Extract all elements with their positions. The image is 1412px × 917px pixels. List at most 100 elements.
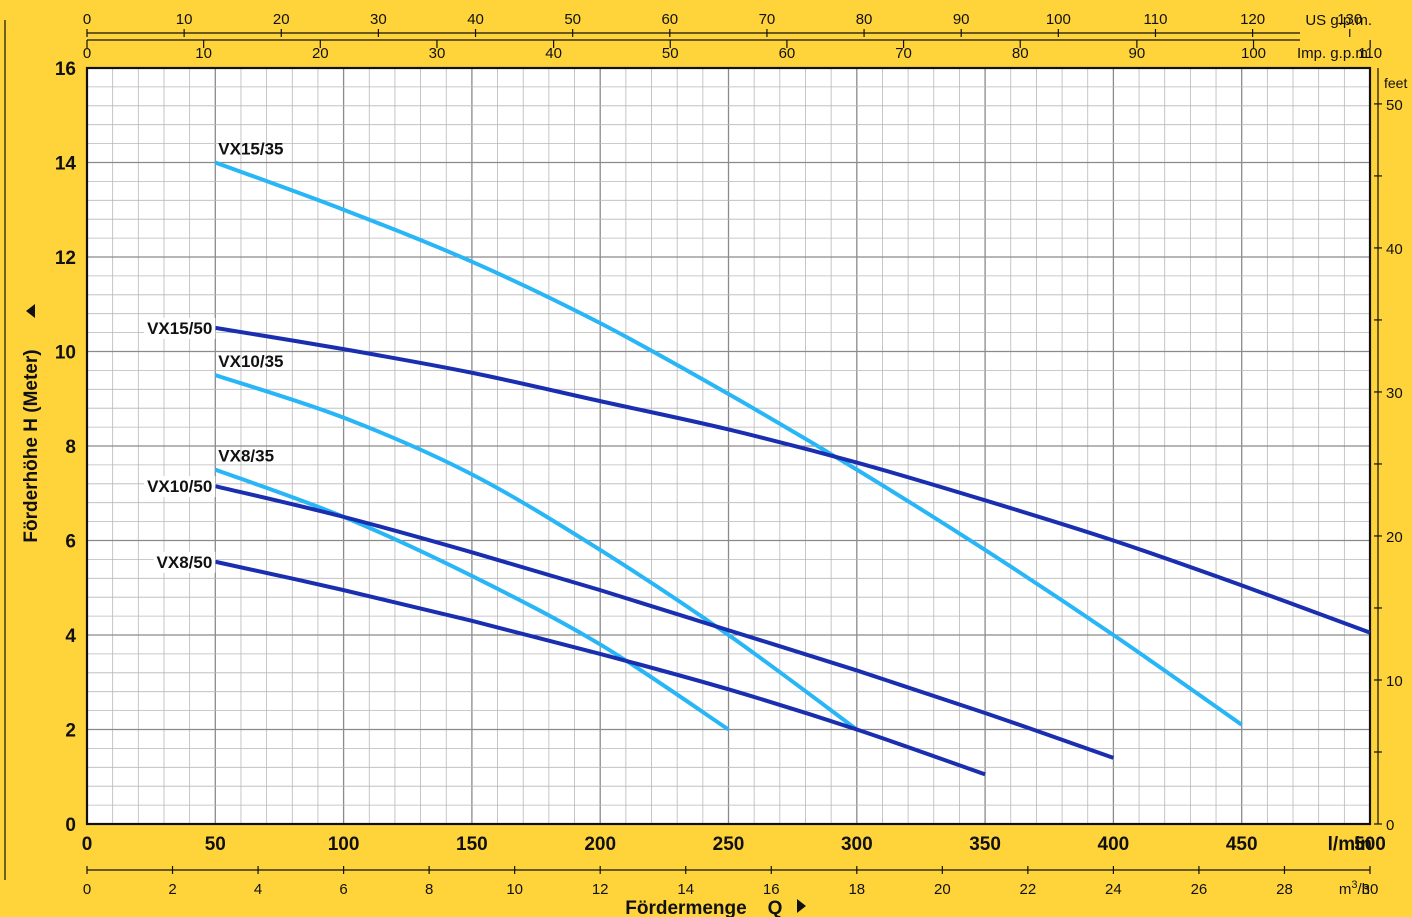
m3h-tick-label: 4 [254,881,262,898]
m3h-tick-label: 8 [425,881,433,898]
series-line-vx15-35 [214,160,1243,727]
m3h-tick-label: 20 [934,881,951,898]
feet-unit-label: feet [1384,75,1407,91]
m3h-tick-label: 30 [1362,881,1379,898]
feet-tick-label: 40 [1386,241,1403,258]
us-gpm-tick-label: 120 [1240,11,1265,28]
imp-gpm-tick-label: 100 [1241,45,1266,62]
plot-frame [85,66,1372,826]
series-labels: VX15/35 VX15/50 VX10/35 VX8/35 VX10/50 VX8/50 [144,140,284,573]
y-tick-label: 14 [55,154,77,175]
us-gpm-tick-label: 0 [83,11,91,28]
y-tick-label: 0 [65,815,76,836]
x-tick-label: 350 [969,834,1001,855]
us-gpm-tick-label: 50 [564,11,581,28]
us-gpm-tick-label: 100 [1046,11,1071,28]
series-line-vx8-35 [214,467,730,732]
imp-gpm-tick-label: 80 [1012,45,1029,62]
x-tick-label: 50 [205,834,226,855]
m3h-tick-label: 2 [168,881,176,898]
imp-gpm-tick-label: 0 [83,45,91,62]
series-label-vx15-35: VX15/35 [218,140,283,159]
feet-tick-label: 0 [1386,817,1394,834]
x-tick-label: 150 [456,834,488,855]
us-gpm-tick-label: 40 [467,11,484,28]
series-label-bg [153,551,216,573]
grid [86,67,1371,825]
plot-border [85,66,1372,826]
series-label-bg [144,317,216,339]
feet-tick-label: 30 [1386,385,1403,402]
imp-gpm-tick-label: 30 [429,45,446,62]
y-axis-title: Förderhöhe H (Meter) [21,349,42,542]
x-tick-label: 200 [584,834,616,855]
y-tick-label: 2 [65,721,76,742]
x-axis-symbol: Q [768,898,783,917]
x-tick-label: 250 [713,834,745,855]
y-tick-label: 16 [55,59,76,80]
us-gpm-tick-label: 20 [273,11,290,28]
series-lines [214,160,1371,777]
x-tick-label: 450 [1226,834,1258,855]
imp-gpm-tick-label: 40 [545,45,562,62]
series-line-vx10-35 [214,373,858,732]
y-tick-label: 12 [55,248,76,269]
m3h-tick-label: 10 [506,881,523,898]
series-label-vx10-50: VX10/50 [147,477,212,496]
x-axis-title: Fördermenge [625,898,746,917]
imp-gpm-tick-label: 70 [895,45,912,62]
x-tick-label: 500 [1354,834,1386,855]
m3h-tick-label: 12 [592,881,609,898]
series-label-vx10-35: VX10/35 [218,352,283,371]
m3h-unit-label: m3/h [1339,879,1370,898]
us-gpm-tick-label: 60 [661,11,678,28]
us-gpm-tick-label: 130 [1337,11,1362,28]
series-label-vx8-35: VX8/35 [218,447,274,466]
feet-tick-label: 20 [1386,529,1403,546]
x-tick-label: 0 [82,834,93,855]
us-gpm-unit-label: US g.p.m. [1305,12,1372,29]
imp-gpm-tick-label: 90 [1129,45,1146,62]
x-tick-label: 100 [328,834,360,855]
us-gpm-tick-label: 80 [856,11,873,28]
x-axis-arrow-icon [797,899,806,913]
y-axis-title-group: Förderhöhe H (Meter) [21,304,42,543]
us-gpm-tick-label: 110 [1144,11,1168,28]
m3h-tick-label: 24 [1105,881,1122,898]
imp-gpm-tick-label: 60 [779,45,796,62]
feet-tick-label: 50 [1386,97,1403,114]
us-gpm-tick-label: 90 [953,11,970,28]
us-gpm-tick-label: 70 [759,11,776,28]
imp-gpm-tick-label: 10 [195,45,212,62]
series-line-vx15-50 [214,325,1371,635]
series-line-vx8-50 [214,559,986,777]
y-tick-label: 8 [65,437,76,458]
us-gpm-tick-label: 10 [176,11,193,28]
m3h-tick-label: 14 [677,881,694,898]
series-label-vx15-50: VX15/50 [147,319,212,338]
y-tick-label: 10 [55,343,76,364]
m3h-tick-label: 0 [83,881,91,898]
series-line-vx10-50 [214,484,1115,760]
imp-gpm-tick-label: 110 [1358,45,1382,62]
x-unit-label: l/min [1328,834,1372,855]
y-tick-label: 4 [65,626,76,647]
series-label-vx8-50: VX8/50 [157,553,213,572]
imp-gpm-unit-label: Imp. g.p.m. [1297,45,1372,62]
series-label-bg [144,476,216,498]
m3h-tick-label: 16 [763,881,780,898]
y-tick-label: 6 [65,532,76,553]
feet-tick-label: 10 [1386,673,1403,690]
y-axis-arrow-icon [26,304,35,318]
m3h-tick-label: 28 [1276,881,1293,898]
x-tick-label: 300 [841,834,873,855]
x-tick-label: 400 [1098,834,1130,855]
imp-gpm-tick-label: 50 [662,45,679,62]
m3h-tick-label: 22 [1020,881,1037,898]
m3h-tick-label: 6 [339,881,347,898]
m3h-tick-label: 18 [848,881,865,898]
m3h-tick-label: 26 [1191,881,1208,898]
imp-gpm-tick-label: 20 [312,45,329,62]
